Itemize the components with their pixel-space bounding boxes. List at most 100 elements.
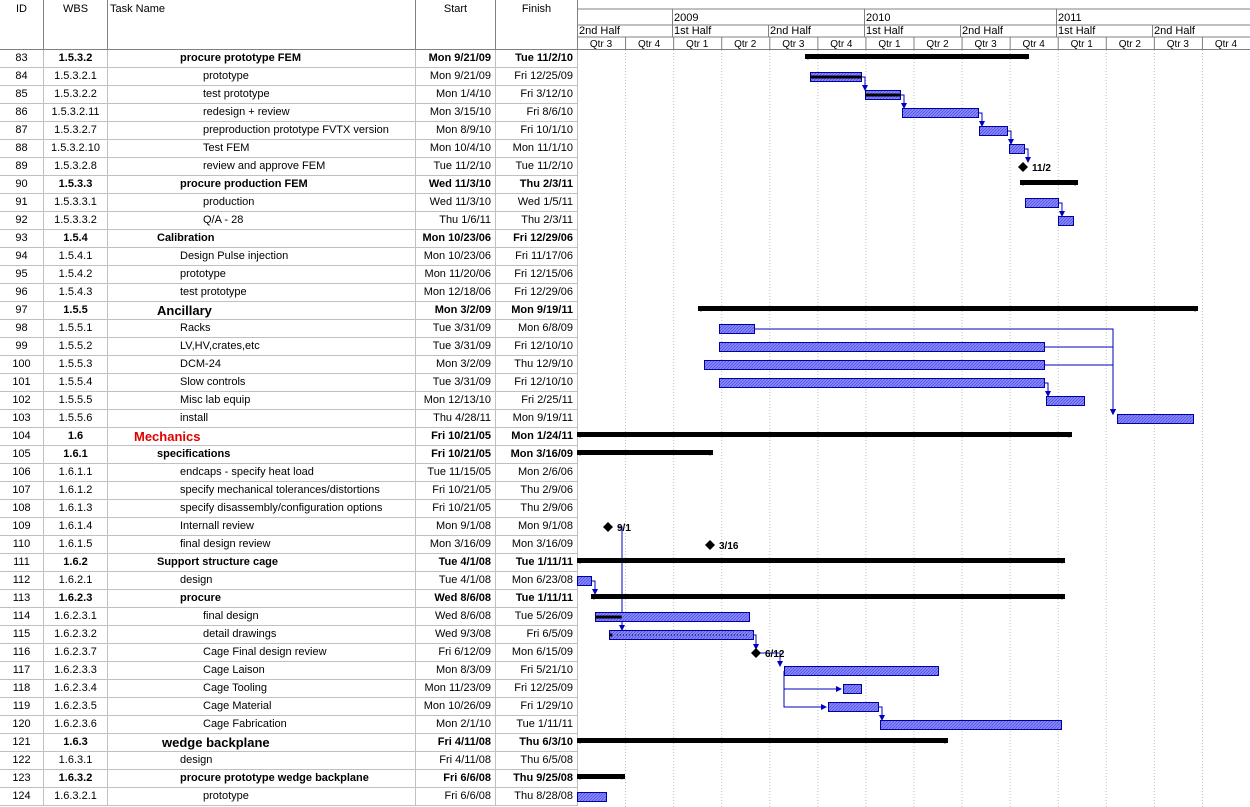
dependency-link [978, 112, 985, 127]
summary-bar-end [577, 558, 583, 564]
table-row[interactable]: 92 1.5.3.3.2 Q/A - 28 Thu 1/6/11 Thu 2/3/11 [0, 212, 578, 230]
dependency-link [591, 580, 598, 595]
column-header-wbs[interactable]: WBS [44, 0, 108, 50]
task-wbs: 1.5.3.2.11 [44, 104, 108, 122]
table-row[interactable]: 111 1.6.2 Support structure cage Tue 4/1/08… [0, 554, 578, 572]
task-bar [979, 126, 1008, 136]
task-finish: Mon 2/6/06 [496, 464, 578, 482]
column-header-task-name[interactable]: Task Name [108, 0, 416, 50]
table-row[interactable]: 121 1.6.3 wedge backplane Fri 4/11/08 Thu 6/… [0, 734, 578, 752]
task-start: Mon 12/18/06 [416, 284, 496, 302]
table-row[interactable]: 113 1.6.2.3 procure Wed 8/6/08 Tue 1/11/11 [0, 590, 578, 608]
summary-bar-end [577, 774, 583, 780]
task-id: 115 [0, 626, 44, 644]
task-finish: Tue 11/2/10 [496, 50, 578, 68]
table-row[interactable]: 83 1.5.3.2 procure prototype FEM Mon 9/21/0… [0, 50, 578, 68]
task-name: prototype [108, 266, 416, 284]
task-name: final design [108, 608, 416, 626]
table-row[interactable]: 100 1.5.5.3 DCM-24 Mon 3/2/09 Thu 12/9/10 [0, 356, 578, 374]
quarter-label: Qtr 2 [734, 39, 757, 50]
table-row[interactable]: 95 1.5.4.2 prototype Mon 11/20/06 Fri 12/15/… [0, 266, 578, 284]
table-row[interactable]: 119 1.6.2.3.5 Cage Material Mon 10/26/09 Fri… [0, 698, 578, 716]
summary-bar-end [707, 450, 713, 456]
task-name: Cage Fabrication [108, 716, 416, 734]
task-finish: Mon 11/1/10 [496, 140, 578, 158]
task-wbs: 1.5.3.2.7 [44, 122, 108, 140]
table-row[interactable]: 106 1.6.1.1 endcaps - specify heat load Tue… [0, 464, 578, 482]
table-row[interactable]: 117 1.6.2.3.3 Cage Laison Mon 8/3/09 Fri 5/2… [0, 662, 578, 680]
half-label: 2nd Half [579, 25, 621, 37]
table-row[interactable]: 84 1.5.3.2.1 prototype Mon 9/21/09 Fri 12/25… [0, 68, 578, 86]
summary-bar-end [591, 594, 597, 600]
task-name: Cage Laison [108, 662, 416, 680]
task-id: 107 [0, 482, 44, 500]
column-header-id[interactable]: ID [0, 0, 44, 50]
milestone-diamond [603, 522, 613, 532]
task-wbs: 1.5.5.3 [44, 356, 108, 374]
table-row[interactable]: 120 1.6.2.3.6 Cage Fabrication Mon 2/1/10 Tu… [0, 716, 578, 734]
task-name: wedge backplane [108, 734, 416, 752]
task-finish: Mon 9/1/08 [496, 518, 578, 536]
task-name: endcaps - specify heat load [108, 464, 416, 482]
table-row[interactable]: 101 1.5.5.4 Slow controls Tue 3/31/09 Fri 12… [0, 374, 578, 392]
table-row[interactable]: 90 1.5.3.3 procure production FEM Wed 11/3/… [0, 176, 578, 194]
table-row[interactable]: 114 1.6.2.3.1 final design Wed 8/6/08 Tue 5/… [0, 608, 578, 626]
task-id: 100 [0, 356, 44, 374]
table-row[interactable]: 97 1.5.5 Ancillary Mon 3/2/09 Mon 9/19/11 [0, 302, 578, 320]
table-row[interactable]: 104 1.6 Mechanics Fri 10/21/05 Mon 1/24/11 [0, 428, 578, 446]
table-row[interactable]: 91 1.5.3.3.1 production Wed 11/3/10 Wed 1/5/… [0, 194, 578, 212]
dependency-link [1058, 202, 1065, 217]
task-finish: Tue 1/11/11 [496, 590, 578, 608]
table-row[interactable]: 87 1.5.3.2.7 preproduction prototype FVTX … [0, 122, 578, 140]
task-start: Mon 12/13/10 [416, 392, 496, 410]
table-row[interactable]: 112 1.6.2.1 design Tue 4/1/08 Mon 6/23/08 [0, 572, 578, 590]
table-row[interactable]: 99 1.5.5.2 LV,HV,crates,etc Tue 3/31/09 Fri … [0, 338, 578, 356]
table-row[interactable]: 118 1.6.2.3.4 Cage Tooling Mon 11/23/09 Fri … [0, 680, 578, 698]
table-row[interactable]: 103 1.5.5.6 install Thu 4/28/11 Mon 9/19/11 [0, 410, 578, 428]
task-bar [843, 684, 862, 694]
task-name: Racks [108, 320, 416, 338]
table-row[interactable]: 109 1.6.1.4 Internall review Mon 9/1/08 Mon … [0, 518, 578, 536]
task-wbs: 1.6.1.3 [44, 500, 108, 518]
column-header-finish[interactable]: Finish [496, 0, 578, 50]
table-row[interactable]: 107 1.6.1.2 specify mechanical tolerances/… [0, 482, 578, 500]
summary-bar-end [1059, 558, 1065, 564]
year-label: 2011 [1058, 12, 1082, 24]
progress-bar [595, 615, 622, 619]
quarter-label: Qtr 4 [638, 39, 661, 50]
summary-bar [577, 738, 948, 743]
task-bar [902, 108, 979, 118]
task-wbs: 1.6.2.3.6 [44, 716, 108, 734]
table-row[interactable]: 85 1.5.3.2.2 test prototype Mon 1/4/10 Fri 3… [0, 86, 578, 104]
dependency-link [878, 706, 885, 721]
task-name: detail drawings [108, 626, 416, 644]
task-finish: Tue 1/11/11 [496, 554, 578, 572]
task-finish: Fri 6/5/09 [496, 626, 578, 644]
table-row[interactable]: 88 1.5.3.2.10 Test FEM Mon 10/4/10 Mon 11/1/… [0, 140, 578, 158]
task-id: 98 [0, 320, 44, 338]
table-row[interactable]: 122 1.6.3.1 design Fri 4/11/08 Thu 6/5/08 [0, 752, 578, 770]
task-wbs: 1.5.4 [44, 230, 108, 248]
quarter-label: Qtr 1 [878, 39, 901, 50]
table-row[interactable]: 115 1.6.2.3.2 detail drawings Wed 9/3/08 Fri… [0, 626, 578, 644]
half-label: 1st Half [866, 25, 904, 37]
table-row[interactable]: 93 1.5.4 Calibration Mon 10/23/06 Fri 12/29/… [0, 230, 578, 248]
task-id: 92 [0, 212, 44, 230]
table-row[interactable]: 96 1.5.4.3 test prototype Mon 12/18/06 Fri 1… [0, 284, 578, 302]
table-row[interactable]: 89 1.5.3.2.8 review and approve FEM Tue 11/… [0, 158, 578, 176]
table-row[interactable]: 86 1.5.3.2.11 redesign + review Mon 3/15/10… [0, 104, 578, 122]
table-row[interactable]: 102 1.5.5.5 Misc lab equip Mon 12/13/10 Fri … [0, 392, 578, 410]
task-id: 112 [0, 572, 44, 590]
table-row[interactable]: 105 1.6.1 specifications Fri 10/21/05 Mon 3/… [0, 446, 578, 464]
task-name: Misc lab equip [108, 392, 416, 410]
table-row[interactable]: 98 1.5.5.1 Racks Tue 3/31/09 Mon 6/8/09 [0, 320, 578, 338]
table-row[interactable]: 94 1.5.4.1 Design Pulse injection Mon 10/23… [0, 248, 578, 266]
table-row[interactable]: 116 1.6.2.3.7 Cage Final design review Fri … [0, 644, 578, 662]
column-header-start[interactable]: Start [416, 0, 496, 50]
table-row[interactable]: 110 1.6.1.5 final design review Mon 3/16/09… [0, 536, 578, 554]
half-label: 2nd Half [962, 25, 1004, 37]
table-row[interactable]: 123 1.6.3.2 procure prototype wedge backpl… [0, 770, 578, 788]
table-row[interactable]: 108 1.6.1.3 specify disassembly/configurat… [0, 500, 578, 518]
summary-bar-end [619, 774, 625, 780]
table-row[interactable]: 124 1.6.3.2.1 prototype Fri 6/6/08 Thu 8/28/… [0, 788, 578, 806]
